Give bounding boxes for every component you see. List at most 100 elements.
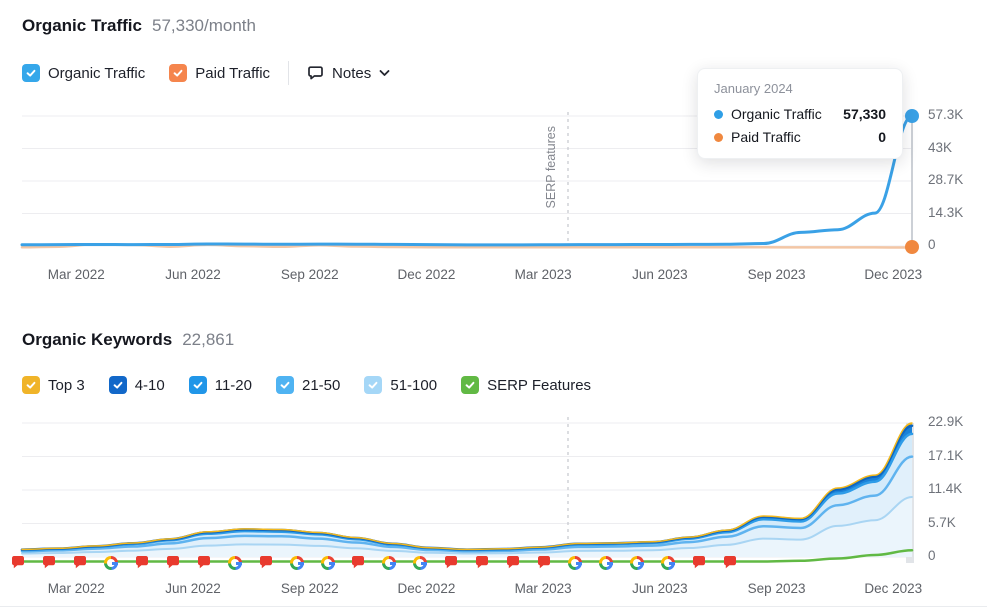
google-g-core — [602, 559, 611, 567]
organic-keywords-header: Organic Keywords 22,861 — [22, 330, 234, 350]
checkbox-icon[interactable] — [188, 376, 207, 394]
note-flag-icon[interactable] — [475, 555, 489, 570]
check-icon — [26, 381, 36, 389]
keywords-band-51-100 — [22, 497, 912, 557]
note-flag-icon[interactable] — [135, 555, 149, 570]
checkbox-icon[interactable] — [276, 376, 294, 394]
paid-traffic-point[interactable] — [905, 240, 919, 254]
legend-label: Paid Traffic — [195, 64, 271, 82]
google-g-bar — [638, 561, 644, 565]
legend-checkbox-organic-traffic[interactable]: Organic Traffic — [22, 64, 145, 82]
organic-traffic-header: Organic Traffic 57,330/month — [22, 16, 256, 36]
legend-checkbox-4-10[interactable]: 4-10 — [108, 376, 165, 394]
google-g-bar — [421, 561, 428, 565]
legend-checkbox-11-20[interactable]: 11-20 — [188, 376, 252, 394]
x-axis-label: Sep 2023 — [747, 267, 806, 282]
y-axis-label: 28.7K — [928, 172, 964, 187]
x-axis-label: Dec 2022 — [397, 581, 456, 596]
x-axis-label: Jun 2022 — [165, 267, 221, 282]
google-update-icon[interactable] — [103, 556, 118, 570]
x-axis-label: Dec 2023 — [864, 581, 923, 596]
google-g-bar — [668, 561, 675, 565]
google-update-icon[interactable] — [413, 556, 428, 570]
x-axis-label: Dec 2022 — [397, 267, 456, 282]
google-g-bar — [111, 561, 118, 565]
note-flag-icon[interactable] — [506, 555, 520, 570]
google-update-icon[interactable] — [660, 556, 675, 570]
checkbox-icon[interactable] — [22, 64, 40, 82]
check-icon — [26, 69, 36, 77]
x-axis-label: Sep 2023 — [747, 581, 806, 596]
y-axis-label: 0 — [928, 548, 936, 563]
google-g-bar — [328, 561, 335, 565]
tooltip-row-value: 0 — [878, 129, 886, 145]
y-axis-label: 22.9K — [928, 414, 964, 429]
google-update-icon[interactable] — [320, 556, 335, 570]
x-axis-label: Sep 2022 — [280, 267, 339, 282]
legend-checkbox-21-50[interactable]: 21-50 — [276, 376, 340, 394]
legend-label: 4-10 — [134, 376, 165, 394]
note-flag-icon[interactable] — [444, 555, 458, 570]
google-g-bar — [390, 561, 397, 565]
x-axis-label: Mar 2022 — [47, 581, 105, 596]
traffic-legend: Organic Traffic Paid Traffic Notes — [22, 61, 390, 85]
google-g-core — [230, 559, 239, 567]
legend-label: 21-50 — [302, 376, 341, 394]
x-axis-label: Mar 2023 — [514, 581, 572, 596]
tooltip-row-label: Paid Traffic — [731, 129, 801, 145]
note-flag-icon[interactable] — [197, 555, 211, 570]
google-g-bar — [607, 561, 614, 565]
keywords-legend-items: Top 3 4-10 11-20 21-50 51-100 SERP Features — [22, 376, 591, 394]
tooltip-row-value: 57,330 — [843, 106, 886, 122]
y-axis-label: 17.1K — [928, 447, 964, 463]
check-icon — [280, 381, 290, 389]
y-axis-label: 14.3K — [928, 204, 964, 220]
note-flag-icon[interactable] — [723, 555, 737, 570]
google-update-icon[interactable] — [227, 556, 242, 570]
note-flag-icon[interactable] — [692, 555, 706, 570]
checkbox-icon[interactable] — [169, 64, 188, 82]
google-g-core — [323, 559, 332, 567]
google-g-bar — [297, 561, 304, 565]
traffic-legend-items: Organic Traffic Paid Traffic — [22, 64, 270, 82]
note-flag-icon[interactable] — [73, 555, 87, 570]
tooltip-date: January 2024 — [714, 81, 793, 96]
note-flag-icon[interactable] — [11, 555, 25, 570]
legend-checkbox-paid-traffic[interactable]: Paid Traffic — [169, 64, 270, 82]
note-flag-icon[interactable] — [259, 555, 273, 570]
tooltip-row-organic: Organic Traffic 57,330 — [714, 106, 886, 122]
check-icon — [368, 381, 378, 389]
note-flag-icon[interactable] — [537, 555, 551, 570]
checkbox-icon[interactable] — [461, 376, 480, 394]
google-g-core — [385, 559, 394, 567]
notes-button[interactable]: Notes — [307, 65, 390, 82]
checkbox-icon[interactable] — [108, 376, 127, 394]
note-flag-icon[interactable] — [42, 555, 56, 570]
chevron-down-icon — [379, 69, 390, 77]
legend-checkbox-51-100[interactable]: 51-100 — [364, 376, 437, 394]
google-g-core — [663, 559, 672, 567]
google-g-core — [292, 559, 301, 567]
google-update-icon[interactable] — [289, 556, 304, 570]
google-update-icon[interactable] — [382, 556, 397, 570]
paid-traffic-line — [20, 243, 914, 249]
x-axis-label: Mar 2022 — [47, 267, 105, 282]
organic-traffic-point[interactable] — [905, 109, 919, 123]
checkbox-icon[interactable] — [364, 376, 383, 394]
checkbox-icon[interactable] — [22, 376, 40, 394]
keywords-legend: Top 3 4-10 11-20 21-50 51-100 SERP Features — [22, 376, 591, 394]
organic-traffic-value: 57,330/month — [151, 16, 256, 35]
organic-traffic-dot — [714, 109, 723, 119]
keywords-edge-51-100 — [21, 496, 913, 555]
google-update-icon[interactable] — [599, 556, 614, 570]
note-flag-icon[interactable] — [166, 555, 180, 570]
google-update-icon[interactable] — [630, 556, 644, 570]
google-g-bar — [576, 561, 583, 565]
check-icon — [465, 381, 475, 389]
note-flag-icon[interactable] — [351, 555, 365, 570]
y-axis-label: 0 — [928, 237, 936, 252]
legend-checkbox-serp-features[interactable]: SERP Features — [461, 376, 591, 394]
legend-checkbox-top-3[interactable]: Top 3 — [22, 376, 85, 394]
google-update-icon[interactable] — [568, 556, 583, 570]
